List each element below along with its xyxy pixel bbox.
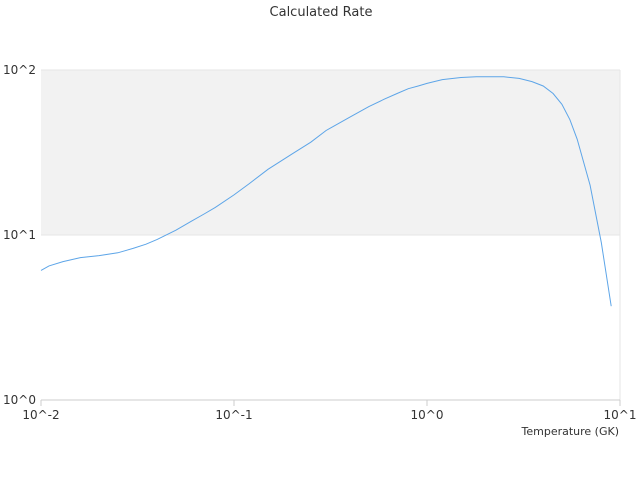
x-tick-label: 10^0 — [411, 408, 444, 422]
y-tick-label: 10^2 — [3, 63, 36, 77]
x-axis-label: Temperature (GK) — [521, 425, 620, 438]
y-tick-label: 10^1 — [3, 228, 36, 242]
plot-area: 10^-2 10^-1 10^0 10^1 10^0 10^1 10^2 — [3, 63, 636, 422]
series-line — [40, 76, 612, 307]
y-tick-label: 10^0 — [3, 393, 36, 407]
x-tick-label: 10^-1 — [215, 408, 252, 422]
chart-title: Calculated Rate — [270, 5, 373, 20]
x-tick-label: 10^-2 — [22, 408, 59, 422]
x-tick-label: 10^1 — [604, 408, 637, 422]
plot-band — [41, 70, 620, 235]
